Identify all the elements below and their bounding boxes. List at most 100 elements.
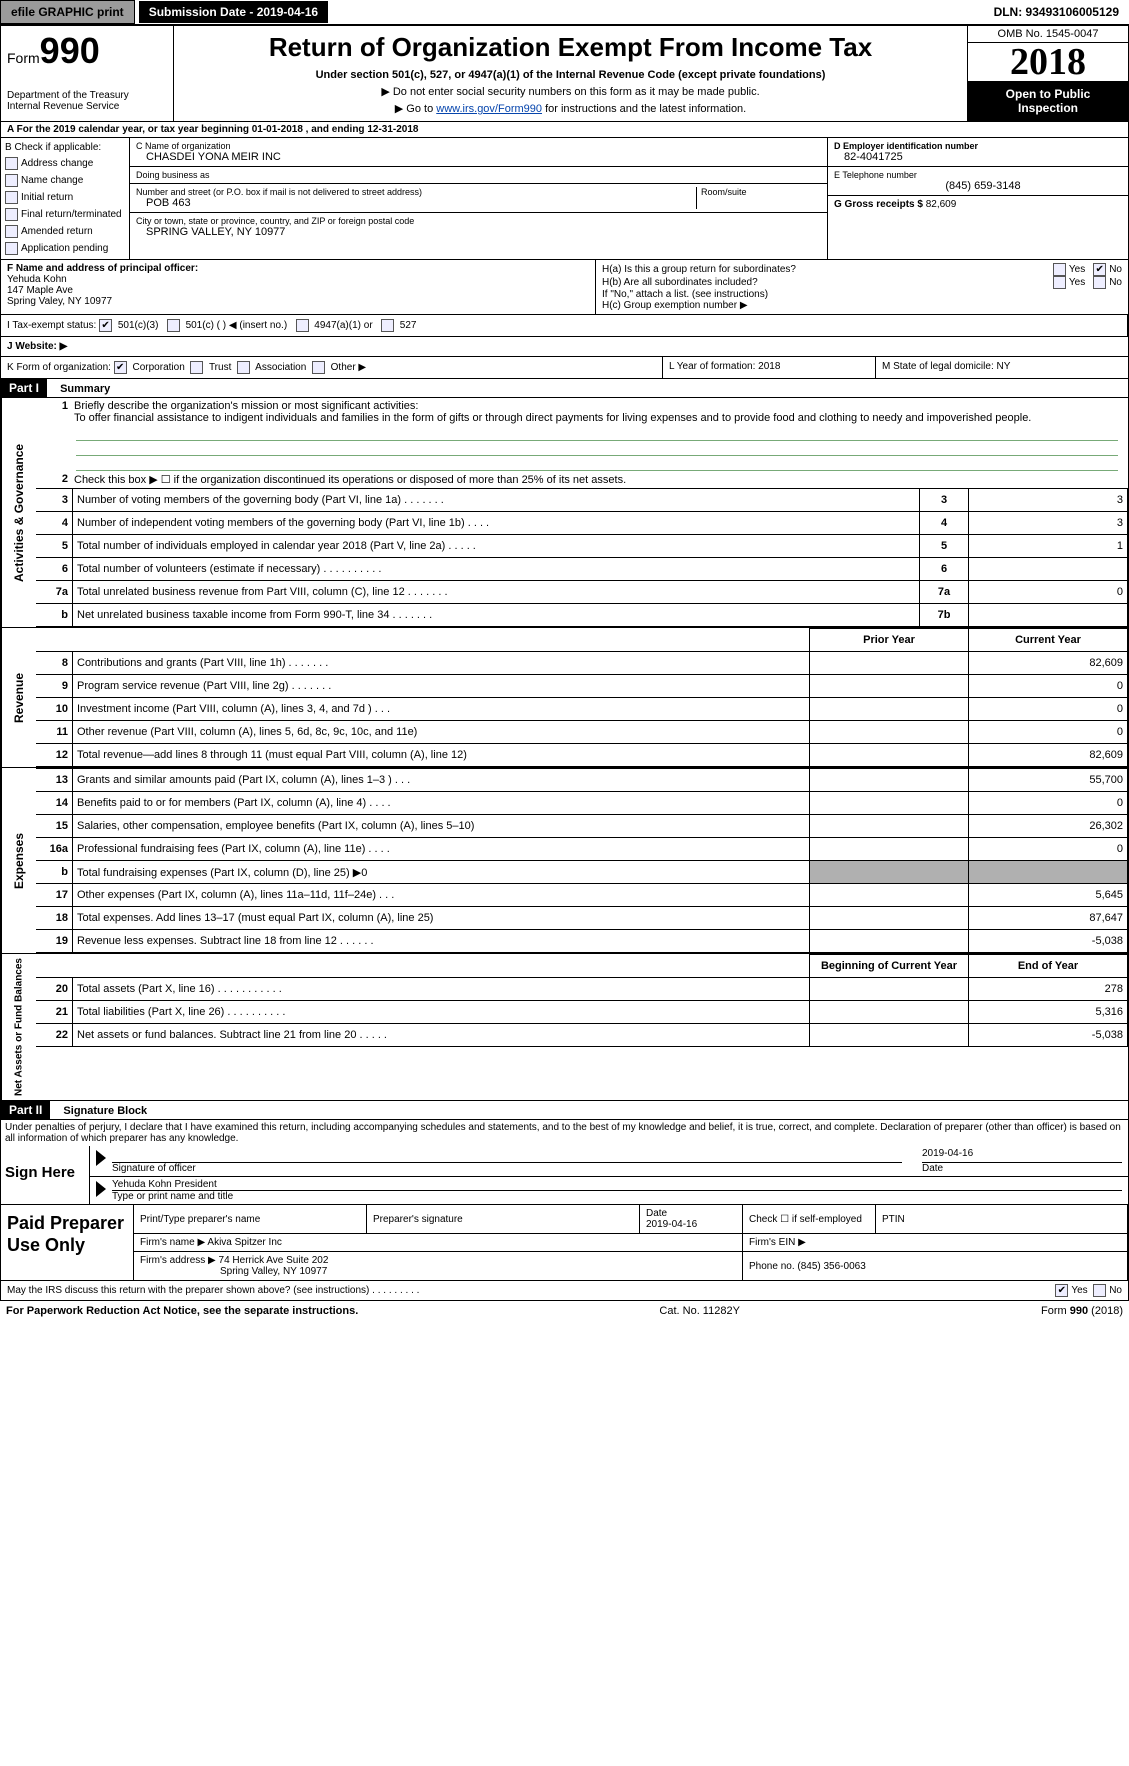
other-checkbox[interactable] <box>312 361 325 374</box>
discuss-text: May the IRS discuss this return with the… <box>7 1285 1055 1296</box>
city-cell: City or town, state or province, country… <box>130 213 827 241</box>
no-label: No <box>1109 264 1122 275</box>
gross-cell: G Gross receipts $ 82,609 <box>828 196 1128 213</box>
table-row: 3Number of voting members of the governi… <box>36 489 1128 512</box>
bcd-grid: B Check if applicable: Address changeNam… <box>0 138 1129 260</box>
table-row: 6Total number of volunteers (estimate if… <box>36 558 1128 581</box>
form-note-link: ▶ Go to www.irs.gov/Form990 for instruct… <box>184 102 957 115</box>
revenue-table: Prior YearCurrent Year8Contributions and… <box>36 628 1128 767</box>
expenses-table: 13Grants and similar amounts paid (Part … <box>36 768 1128 953</box>
table-row: 12Total revenue—add lines 8 through 11 (… <box>36 744 1128 767</box>
apply-checkbox[interactable] <box>5 242 18 255</box>
table-row: 4Number of independent voting members of… <box>36 512 1128 535</box>
527-checkbox[interactable] <box>381 319 394 332</box>
expenses-side-label: Expenses <box>1 768 36 953</box>
paid-preparer-label: Paid Preparer Use Only <box>1 1205 134 1280</box>
form-title: Return of Organization Exempt From Incom… <box>184 32 957 63</box>
checkbox-row: Final return/terminated <box>5 208 125 221</box>
501c3-checkbox[interactable] <box>99 319 112 332</box>
dept-treasury: Department of the Treasury <box>7 90 167 101</box>
assoc-checkbox[interactable] <box>237 361 250 374</box>
city-value: SPRING VALLEY, NY 10977 <box>136 226 821 238</box>
prep-name-label: Print/Type preparer's name <box>134 1205 367 1234</box>
table-row: Print/Type preparer's name Preparer's si… <box>134 1205 1128 1234</box>
open-line1: Open to Public <box>1006 87 1091 101</box>
trust-checkbox[interactable] <box>190 361 203 374</box>
ha-no-checkbox[interactable] <box>1093 263 1106 276</box>
line-1-label: Briefly describe the organization's miss… <box>74 400 418 412</box>
f-name: Yehuda Kohn <box>7 274 67 285</box>
prep-date: Date2019-04-16 <box>640 1205 743 1234</box>
line-2: 2 Check this box ▶ ☐ if the organization… <box>36 471 1128 488</box>
discuss-no: No <box>1109 1285 1122 1296</box>
apply-checkbox[interactable] <box>5 225 18 238</box>
officer-name-label: Type or print name and title <box>112 1191 1122 1202</box>
no-label-2: No <box>1109 277 1122 288</box>
form-number: Form990 <box>7 30 167 72</box>
discuss-no-checkbox[interactable] <box>1093 1284 1106 1297</box>
part2-badge: Part II <box>1 1101 50 1119</box>
501c-checkbox[interactable] <box>167 319 180 332</box>
table-row: 14Benefits paid to or for members (Part … <box>36 792 1128 815</box>
cat-no: Cat. No. 11282Y <box>659 1305 740 1317</box>
signature-field[interactable] <box>112 1148 902 1163</box>
row-f-h: F Name and address of principal officer:… <box>0 260 1129 315</box>
form-990: 990 <box>40 30 100 71</box>
checkbox-row: Address change <box>5 157 125 170</box>
mission-text: To offer financial assistance to indigen… <box>74 412 1031 424</box>
hb-no-checkbox[interactable] <box>1093 276 1106 289</box>
apply-checkbox[interactable] <box>5 191 18 204</box>
table-row: 5Total number of individuals employed in… <box>36 535 1128 558</box>
mission-line-3 <box>76 456 1118 471</box>
phone-value: (845) 659-3148 <box>834 180 1122 192</box>
yes-label: Yes <box>1069 264 1085 275</box>
apply-checkbox[interactable] <box>5 157 18 170</box>
irs-link[interactable]: www.irs.gov/Form990 <box>436 103 542 115</box>
phone-label: E Telephone number <box>834 170 1122 180</box>
discuss-row: May the IRS discuss this return with the… <box>0 1281 1129 1301</box>
corp-checkbox[interactable] <box>114 361 127 374</box>
table-row: bTotal fundraising expenses (Part IX, co… <box>36 861 1128 884</box>
ha-yes-checkbox[interactable] <box>1053 263 1066 276</box>
org-name-label: C Name of organization <box>136 141 821 151</box>
table-row: 15Salaries, other compensation, employee… <box>36 815 1128 838</box>
gross-label: G Gross receipts $ <box>834 199 926 210</box>
table-row: 18Total expenses. Add lines 13–17 (must … <box>36 907 1128 930</box>
4947-checkbox[interactable] <box>296 319 309 332</box>
apply-checkbox[interactable] <box>5 208 18 221</box>
table-row: 9Program service revenue (Part VIII, lin… <box>36 675 1128 698</box>
netassets-content: Beginning of Current YearEnd of Year20To… <box>36 954 1128 1100</box>
room-label: Room/suite <box>701 187 821 197</box>
table-row: Firm's name ▶ Akiva Spitzer Inc Firm's E… <box>134 1234 1128 1252</box>
street-cell: Number and street (or P.O. box if mail i… <box>130 184 827 213</box>
ein-value: 82-4041725 <box>834 151 1122 163</box>
firm-phone-cell: Phone no. (845) 356-0063 <box>743 1252 1128 1281</box>
hb-yes-checkbox[interactable] <box>1053 276 1066 289</box>
activities-side-label: Activities & Governance <box>1 398 36 627</box>
line-2-desc: Check this box ▶ ☐ if the organization d… <box>74 473 1124 486</box>
sig-date-label: Date <box>922 1163 1122 1174</box>
checkbox-row: Amended return <box>5 225 125 238</box>
penalty-text: Under penalties of perjury, I declare th… <box>1 1120 1128 1146</box>
apply-checkbox[interactable] <box>5 174 18 187</box>
row-a-tax-year: A For the 2019 calendar year, or tax yea… <box>0 122 1129 138</box>
l-year-formation: L Year of formation: 2018 <box>663 357 876 378</box>
arrow-icon-2 <box>96 1181 106 1197</box>
discuss-yes-checkbox[interactable] <box>1055 1284 1068 1297</box>
gross-value: 82,609 <box>926 199 957 210</box>
row-i: I Tax-exempt status: 501(c)(3) 501(c) ( … <box>0 315 1129 337</box>
table-row: 10Investment income (Part VIII, column (… <box>36 698 1128 721</box>
goto-prefix: ▶ Go to <box>395 103 436 115</box>
table-row: bNet unrelated business taxable income f… <box>36 604 1128 627</box>
header-center: Return of Organization Exempt From Incom… <box>174 26 967 121</box>
checkbox-row: Application pending <box>5 242 125 255</box>
table-header-row: Prior YearCurrent Year <box>36 629 1128 652</box>
discuss-yes: Yes <box>1071 1285 1087 1296</box>
form-note-ssn: ▶ Do not enter social security numbers o… <box>184 85 957 98</box>
mission-line-2 <box>76 441 1118 456</box>
table-row: 7aTotal unrelated business revenue from … <box>36 581 1128 604</box>
efile-print-button[interactable]: efile GRAPHIC print <box>0 0 135 24</box>
mission-line-1 <box>76 426 1118 441</box>
sign-fields: Signature of officer 2019-04-16 Date Yeh… <box>90 1146 1128 1204</box>
sig-date-value: 2019-04-16 <box>922 1148 1122 1163</box>
